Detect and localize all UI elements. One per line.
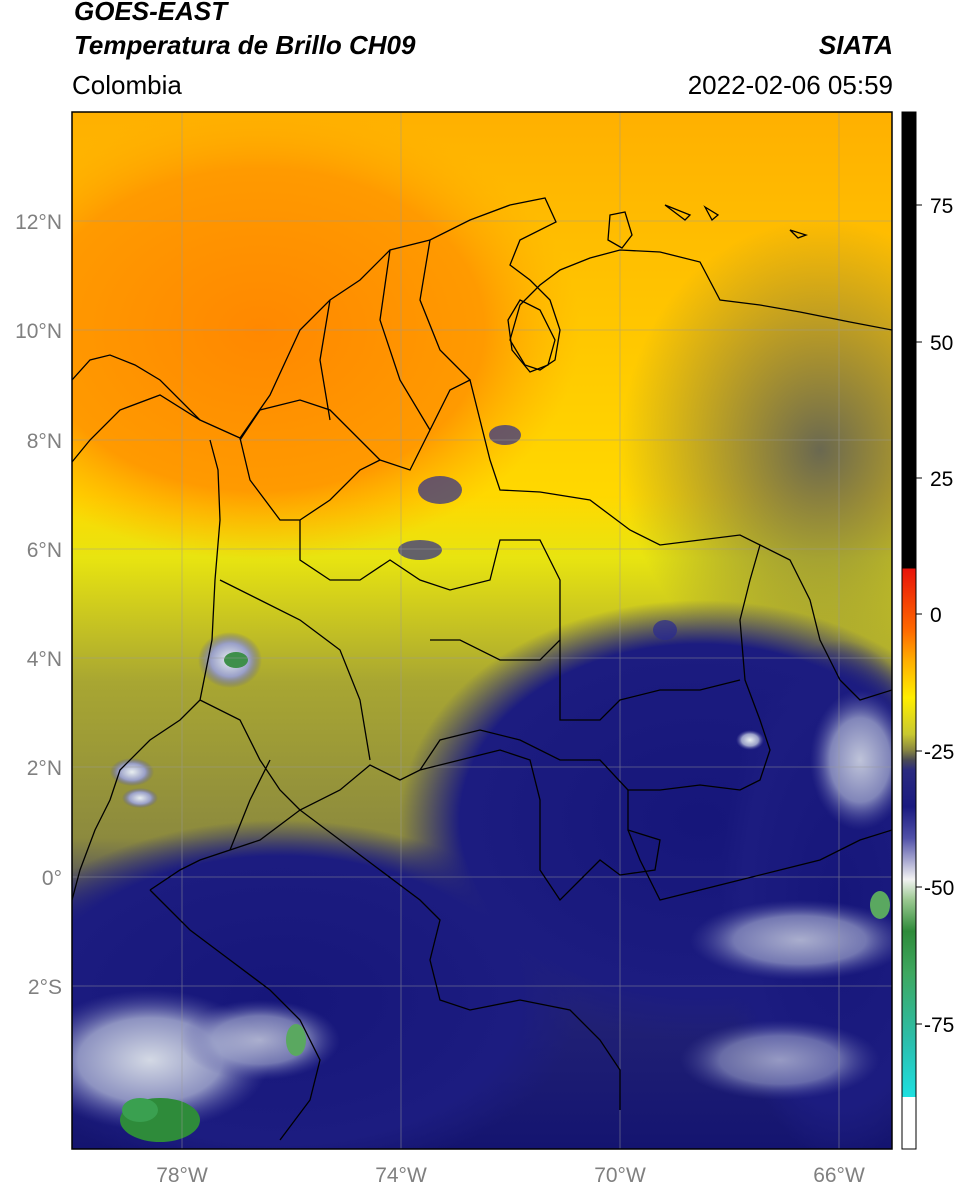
satellite-imagery [72,112,892,1149]
colorbar-label: 50 [930,332,953,355]
lon-label: 66°W [813,1164,865,1187]
colorbar-label: -25 [924,741,954,764]
pacific-coastline [72,354,221,901]
lat-label: 12°N [15,211,62,234]
colorbar-label: -50 [924,877,954,900]
departments-3 [559,640,741,721]
colorbar-label: 75 [930,195,953,218]
venezuela-islands [607,204,809,249]
lat-label: 6°N [27,539,62,562]
source-label: SIATA [818,30,893,60]
departments-6 [199,699,301,851]
ecuador-peru-border [149,889,321,1141]
graticule [72,112,892,1149]
colorbar-label: 0 [930,604,942,627]
departments-4 [419,729,629,791]
departments-1 [299,520,561,661]
venezuela-border-east [759,544,892,701]
satellite-title: GOES-EAST [74,0,228,26]
lat-axis: 12°N 10°N 8°N 6°N 4°N 2°N 0° 2°S [15,211,62,999]
lat-label: 8°N [27,430,62,453]
lon-label: 70°W [594,1164,646,1187]
borders [72,197,892,1141]
colorbar-label: 25 [930,468,953,491]
departments-5 [239,239,471,461]
lake-maracaibo [507,299,556,373]
datetime-label: 2022-02-06 05:59 [687,70,893,100]
product-title: Temperatura de Brillo CH09 [74,30,416,60]
colombia-border [149,379,771,902]
lat-label: 2°N [27,757,62,780]
colorbar-strip [901,111,917,1150]
caribbean-coastline [72,197,892,463]
lat-label: 2°S [28,976,62,999]
lat-label: 10°N [15,320,62,343]
lat-label: 0° [42,867,62,890]
lat-label: 4°N [27,648,62,671]
region-label: Colombia [72,70,182,100]
map-frame [71,111,893,1150]
colorbar-label: -75 [924,1014,954,1037]
peru-brazil-border [299,809,621,1110]
departments-2 [219,579,371,761]
lon-label: 74°W [375,1164,427,1187]
venezuela-brazil-border [627,829,892,901]
colorbar: 75 50 25 0 -25 -50 -75 [901,111,954,1150]
lon-label: 78°W [156,1164,208,1187]
lon-axis: 78°W 74°W 70°W 66°W [156,1164,865,1187]
